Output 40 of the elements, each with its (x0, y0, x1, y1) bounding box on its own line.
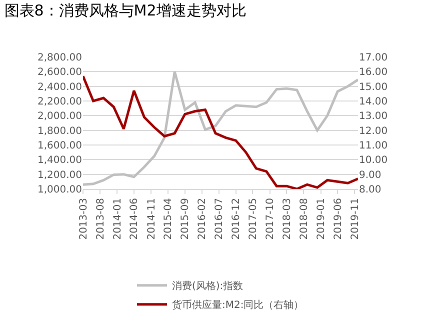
x-tick-label: 2015-09 (180, 198, 192, 240)
y-tick-label: 1,400.00 (37, 155, 82, 166)
y2-tick-label: 8.00 (359, 184, 382, 196)
y-tick-label: 2,800.00 (37, 52, 82, 64)
y-tick-label: 2,600.00 (37, 67, 82, 78)
y-tick-label: 1,800.00 (37, 126, 82, 137)
y2-tick-label: 13.00 (359, 111, 388, 122)
y-tick-label: 2,400.00 (37, 82, 82, 93)
x-tick-label: 2016-02 (197, 198, 208, 240)
x-tick-label: 2019-11 (350, 198, 361, 240)
y2-tick-label: 10.00 (359, 155, 388, 166)
y2-tick-label: 16.00 (359, 67, 388, 78)
legend-label: 货币供应量:M2:同比（右轴） (172, 299, 304, 312)
x-tick-label: 2016-12 (231, 198, 242, 240)
y2-tick-label: 15.00 (359, 82, 388, 93)
y2-tick-label: 14.00 (359, 96, 388, 108)
legend-label: 消费(风格):指数 (172, 280, 244, 292)
y2-tick-label: 11.00 (359, 140, 388, 152)
y-tick-label: 2,000.00 (37, 111, 82, 122)
x-tick-label: 2018-03 (282, 198, 293, 240)
x-tick-label: 2016-07 (214, 198, 226, 240)
y-tick-label: 2,200.00 (37, 96, 82, 108)
y-tick-label: 1,200.00 (37, 170, 82, 181)
x-tick-label: 2019-06 (332, 198, 344, 240)
x-tick-label: 2017-10 (265, 198, 276, 240)
x-tick-label: 2015-04 (163, 198, 174, 240)
x-tick-label: 2013-03 (78, 198, 90, 240)
y-tick-label: 1,000.00 (37, 184, 82, 196)
x-tick-label: 2018-08 (298, 198, 310, 240)
x-tick-label: 2014-11 (146, 198, 158, 240)
y2-tick-label: 17.00 (359, 52, 388, 64)
chart-title: 图表8：消费风格与M2增速走势对比 (4, 1, 246, 20)
y-tick-label: 1,600.00 (37, 140, 82, 152)
x-tick-label: 2014-06 (129, 198, 140, 240)
x-tick-label: 2019-01 (316, 198, 327, 240)
x-tick-label: 2013-08 (95, 198, 106, 240)
x-tick-label: 2017-05 (248, 198, 259, 240)
x-tick-label: 2014-01 (112, 198, 124, 240)
y2-tick-label: 12.00 (359, 126, 388, 137)
y2-tick-label: 9.00 (359, 170, 382, 181)
